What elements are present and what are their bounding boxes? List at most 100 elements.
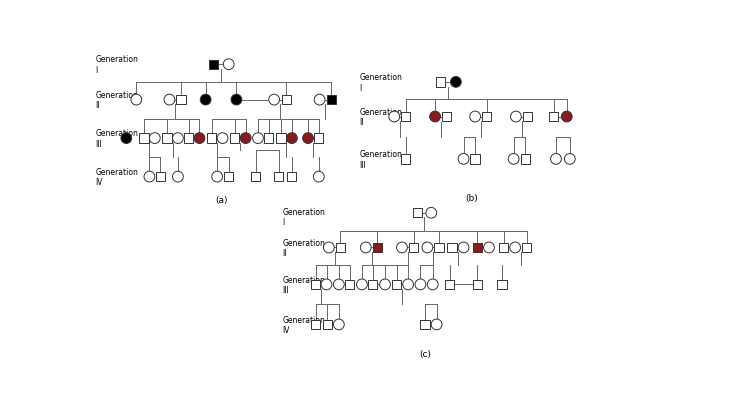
Bar (499, 243, 509, 253)
Circle shape (360, 243, 371, 253)
Text: (c): (c) (419, 349, 431, 358)
Bar (156, 172, 165, 182)
Bar (373, 243, 382, 253)
Circle shape (483, 243, 495, 253)
Bar (311, 280, 321, 289)
Bar (311, 320, 321, 329)
Bar (162, 134, 172, 144)
Text: Generation
III: Generation III (360, 150, 402, 169)
Circle shape (172, 134, 184, 144)
Circle shape (562, 112, 572, 123)
Circle shape (415, 279, 426, 290)
Bar (274, 172, 284, 182)
Bar (209, 61, 218, 70)
Bar (336, 243, 345, 253)
Bar (314, 134, 324, 144)
Bar (420, 320, 430, 329)
Circle shape (172, 172, 184, 182)
Bar (442, 113, 451, 122)
Bar (264, 134, 273, 144)
Bar (251, 172, 260, 182)
Circle shape (426, 208, 436, 219)
Bar (276, 134, 286, 144)
Circle shape (194, 134, 205, 144)
Circle shape (402, 279, 413, 290)
Circle shape (389, 112, 399, 123)
Text: Generation
III: Generation III (96, 129, 139, 148)
Bar (523, 113, 532, 122)
Circle shape (458, 243, 469, 253)
Circle shape (469, 112, 481, 123)
Circle shape (324, 243, 334, 253)
Bar (470, 155, 480, 164)
Circle shape (321, 279, 332, 290)
Circle shape (121, 134, 132, 144)
Bar (549, 113, 558, 122)
Circle shape (313, 172, 324, 182)
Bar (230, 134, 240, 144)
Text: (b): (b) (465, 193, 478, 203)
Bar (445, 280, 454, 289)
Circle shape (223, 60, 234, 71)
Bar (184, 134, 193, 144)
Bar (287, 172, 296, 182)
Bar (176, 96, 186, 105)
Bar (368, 280, 377, 289)
Bar (282, 96, 291, 105)
Circle shape (131, 95, 142, 106)
Circle shape (427, 279, 439, 290)
Circle shape (144, 172, 155, 182)
Bar (409, 243, 418, 253)
Circle shape (200, 95, 211, 106)
Bar (224, 172, 234, 182)
Circle shape (217, 134, 228, 144)
Circle shape (430, 112, 441, 123)
Circle shape (303, 134, 313, 144)
Bar (139, 134, 149, 144)
Circle shape (511, 112, 521, 123)
Bar (482, 113, 492, 122)
Circle shape (565, 154, 575, 165)
Circle shape (212, 172, 223, 182)
Bar (401, 155, 411, 164)
Circle shape (333, 279, 344, 290)
Bar (413, 209, 422, 218)
Text: Generation
I: Generation I (360, 73, 402, 92)
Text: Generation
II: Generation II (282, 238, 326, 257)
Bar (207, 134, 217, 144)
Circle shape (380, 279, 391, 290)
Bar (323, 320, 332, 329)
Circle shape (397, 243, 408, 253)
Circle shape (333, 319, 344, 330)
Bar (473, 280, 482, 289)
Circle shape (240, 134, 251, 144)
Circle shape (287, 134, 297, 144)
Bar (447, 243, 457, 253)
Bar (345, 280, 354, 289)
Circle shape (450, 77, 461, 88)
Text: (a): (a) (214, 196, 227, 205)
Circle shape (253, 134, 263, 144)
Bar (392, 280, 401, 289)
Circle shape (510, 243, 520, 253)
Circle shape (269, 95, 279, 106)
Bar (497, 280, 507, 289)
Bar (520, 155, 530, 164)
Bar (522, 243, 531, 253)
Circle shape (150, 134, 160, 144)
Bar (326, 96, 336, 105)
Bar (473, 243, 482, 253)
Circle shape (357, 279, 367, 290)
Circle shape (431, 319, 442, 330)
Circle shape (458, 154, 469, 165)
Text: Generation
IV: Generation IV (96, 168, 139, 187)
Text: Generation
II: Generation II (360, 107, 402, 127)
Text: Generation
I: Generation I (282, 207, 326, 227)
Bar (434, 243, 444, 253)
Text: Generation
IV: Generation IV (282, 315, 326, 334)
Bar (401, 113, 411, 122)
Circle shape (551, 154, 562, 165)
Text: Generation
I: Generation I (96, 55, 139, 75)
Circle shape (422, 243, 433, 253)
Circle shape (314, 95, 325, 106)
